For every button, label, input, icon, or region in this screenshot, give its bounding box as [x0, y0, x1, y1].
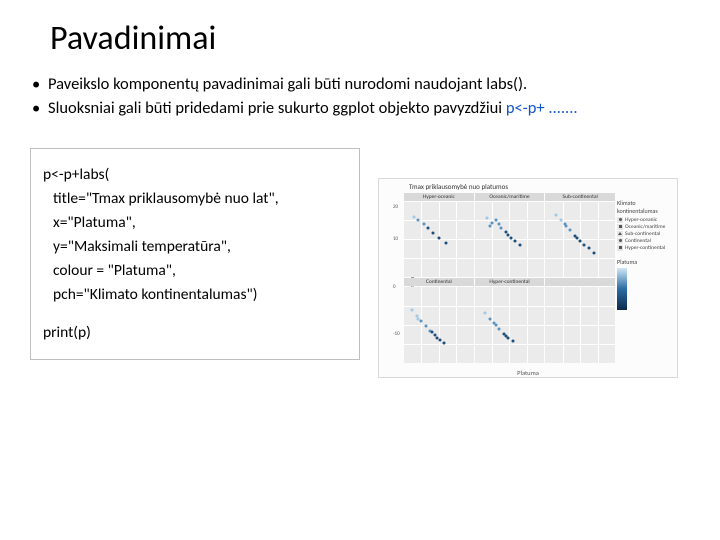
data-point — [488, 224, 491, 227]
chart-title: Tmax priklausomybė nuo platumos — [409, 182, 508, 191]
data-point — [437, 236, 440, 239]
data-point — [416, 317, 419, 320]
facet-grid: Hyper-oceanicOceanic/maritimeSub-contine… — [404, 193, 615, 363]
facet-strip — [545, 278, 615, 286]
legend-item: Hyper-oceanic — [617, 217, 675, 223]
facet-strip: Hyper-oceanic — [404, 193, 474, 201]
facet-panel — [545, 202, 615, 278]
bullet-item: Paveikslo komponentų pavadinimai gali bū… — [30, 73, 690, 95]
data-point — [509, 236, 512, 239]
data-point — [439, 338, 442, 341]
bullet-list: Paveikslo komponentų pavadinimai gali bū… — [30, 73, 690, 120]
facet-panel — [475, 202, 545, 278]
facet-panel — [545, 287, 615, 363]
scatter-chart: Tmax priklausomybė nuo platumos Maksimal… — [378, 178, 678, 378]
data-point — [514, 239, 517, 242]
data-point — [511, 340, 514, 343]
facet-strip: Sub-continental — [545, 193, 615, 201]
data-point — [416, 219, 419, 222]
bullet-text: Paveikslo komponentų pavadinimai gali bū… — [48, 74, 527, 94]
data-point — [494, 219, 497, 222]
facet-panel — [404, 202, 474, 278]
data-point — [587, 247, 590, 250]
chart-legend: Klimato kontinentalumas Hyper-oceanicOce… — [617, 199, 675, 312]
data-point — [498, 223, 501, 226]
data-point — [507, 337, 510, 340]
data-point — [425, 325, 428, 328]
code-line: pch="Klimato kontinentalumas") — [43, 283, 347, 307]
data-point — [505, 335, 508, 338]
page-title: Pavadinimai — [50, 18, 690, 59]
code-line: x="Platuma", — [43, 211, 347, 235]
y-tick: 10 — [393, 236, 398, 242]
code-line: print(p) — [43, 321, 347, 345]
y-tick: 0 — [393, 284, 396, 290]
legend-item: Hyper-continental — [617, 245, 675, 251]
facet-strip: Oceanic/maritime — [475, 193, 545, 201]
code-line: colour = "Platuma", — [43, 259, 347, 283]
facet-strip: Continental — [404, 278, 474, 286]
code-line: p<-p+labs( — [43, 163, 347, 187]
data-point — [432, 232, 435, 235]
facet-panel — [475, 287, 545, 363]
data-point — [518, 244, 521, 247]
legend-item: Sub-continental — [617, 231, 675, 237]
data-point — [593, 251, 596, 254]
data-point — [422, 223, 425, 226]
data-point — [413, 215, 416, 218]
data-point — [494, 323, 497, 326]
facet-strip: Hyper-continental — [475, 278, 545, 286]
legend-item: Oceanic/maritime — [617, 224, 675, 230]
bullet-item: Sluoksniai gali būti pridedami prie suku… — [30, 97, 690, 119]
code-line: title="Tmax priklausomybė nuo lat", — [43, 187, 347, 211]
data-point — [500, 226, 503, 229]
code-block: p<-p+labs( title="Tmax priklausomybė nuo… — [30, 148, 360, 360]
y-tick: 20 — [393, 204, 398, 210]
facet-panel — [404, 287, 474, 363]
legend-title: Klimato kontinentalumas — [617, 199, 675, 215]
data-point — [568, 229, 571, 232]
color-gradient — [617, 268, 627, 310]
data-point — [554, 214, 557, 217]
data-point — [565, 225, 568, 228]
data-point — [582, 244, 585, 247]
data-point — [411, 308, 414, 311]
data-point — [430, 331, 433, 334]
data-point — [436, 336, 439, 339]
data-point — [486, 217, 489, 220]
x-axis-label: Platuma — [517, 369, 539, 377]
data-point — [443, 341, 446, 344]
code-line: y="Maksimali temperatūra", — [43, 235, 347, 259]
inline-code: p<-p+ ....... — [506, 98, 578, 118]
data-point — [488, 317, 491, 320]
data-point — [427, 226, 430, 229]
y-tick: -10 — [393, 331, 400, 337]
data-point — [579, 239, 582, 242]
data-point — [484, 312, 487, 315]
data-point — [507, 233, 510, 236]
data-point — [498, 327, 501, 330]
data-point — [420, 320, 423, 323]
legend-title: Platuma — [617, 258, 675, 266]
bullet-text: Sluoksniai gali būti pridedami prie suku… — [48, 98, 506, 118]
data-point — [575, 236, 578, 239]
data-point — [559, 219, 562, 222]
data-point — [444, 242, 447, 245]
legend-item: Continental — [617, 238, 675, 244]
